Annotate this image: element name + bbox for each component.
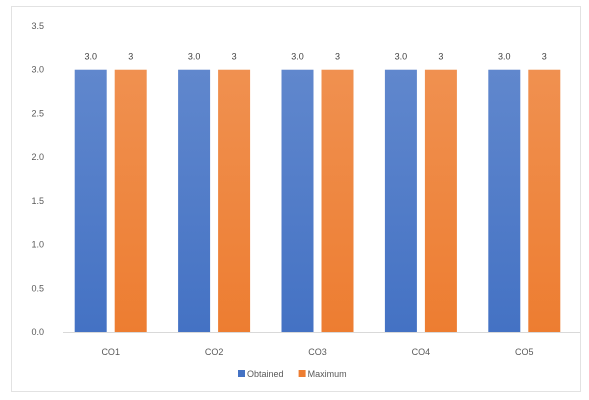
bar-maximum-co1 (115, 70, 147, 332)
data-label-obtained-co4: 3.0 (395, 52, 408, 62)
y-tick-label-4: 2.0 (31, 152, 44, 162)
data-label-obtained-co2: 3.0 (188, 52, 201, 62)
bar-obtained-co1 (75, 70, 107, 332)
data-label-maximum-co4: 3 (438, 52, 443, 62)
bar-obtained-co5 (488, 70, 520, 332)
legend-label-maximum: Maximum (308, 369, 347, 379)
x-tick-label-co1: CO1 (101, 347, 120, 357)
bar-obtained-co4 (385, 70, 417, 332)
data-label-maximum-co2: 3 (232, 52, 237, 62)
data-label-obtained-co5: 3.0 (498, 52, 511, 62)
data-label-obtained-co3: 3.0 (291, 52, 304, 62)
y-tick-label-6: 3.0 (31, 65, 44, 75)
y-tick-label-1: 0.5 (31, 283, 44, 293)
legend-swatch-maximum (299, 370, 306, 377)
bar-maximum-co5 (528, 70, 560, 332)
y-tick-label-5: 2.5 (31, 108, 44, 118)
bar-obtained-co3 (282, 70, 314, 332)
x-tick-label-co4: CO4 (412, 347, 431, 357)
y-tick-label-7: 3.5 (31, 21, 44, 31)
data-label-obtained-co1: 3.0 (84, 52, 97, 62)
legend-swatch-obtained (238, 370, 245, 377)
y-tick-label-0: 0.0 (31, 327, 44, 337)
data-label-maximum-co1: 3 (128, 52, 133, 62)
bar-obtained-co2 (178, 70, 210, 332)
data-label-maximum-co5: 3 (542, 52, 547, 62)
x-tick-label-co2: CO2 (205, 347, 224, 357)
bar-maximum-co2 (218, 70, 250, 332)
x-tick-label-co3: CO3 (308, 347, 327, 357)
legend-label-obtained: Obtained (247, 369, 284, 379)
y-tick-label-3: 1.5 (31, 196, 44, 206)
bar-maximum-co4 (425, 70, 457, 332)
bar-maximum-co3 (322, 70, 354, 332)
y-tick-label-2: 1.0 (31, 240, 44, 250)
data-label-maximum-co3: 3 (335, 52, 340, 62)
x-tick-label-co5: CO5 (515, 347, 534, 357)
